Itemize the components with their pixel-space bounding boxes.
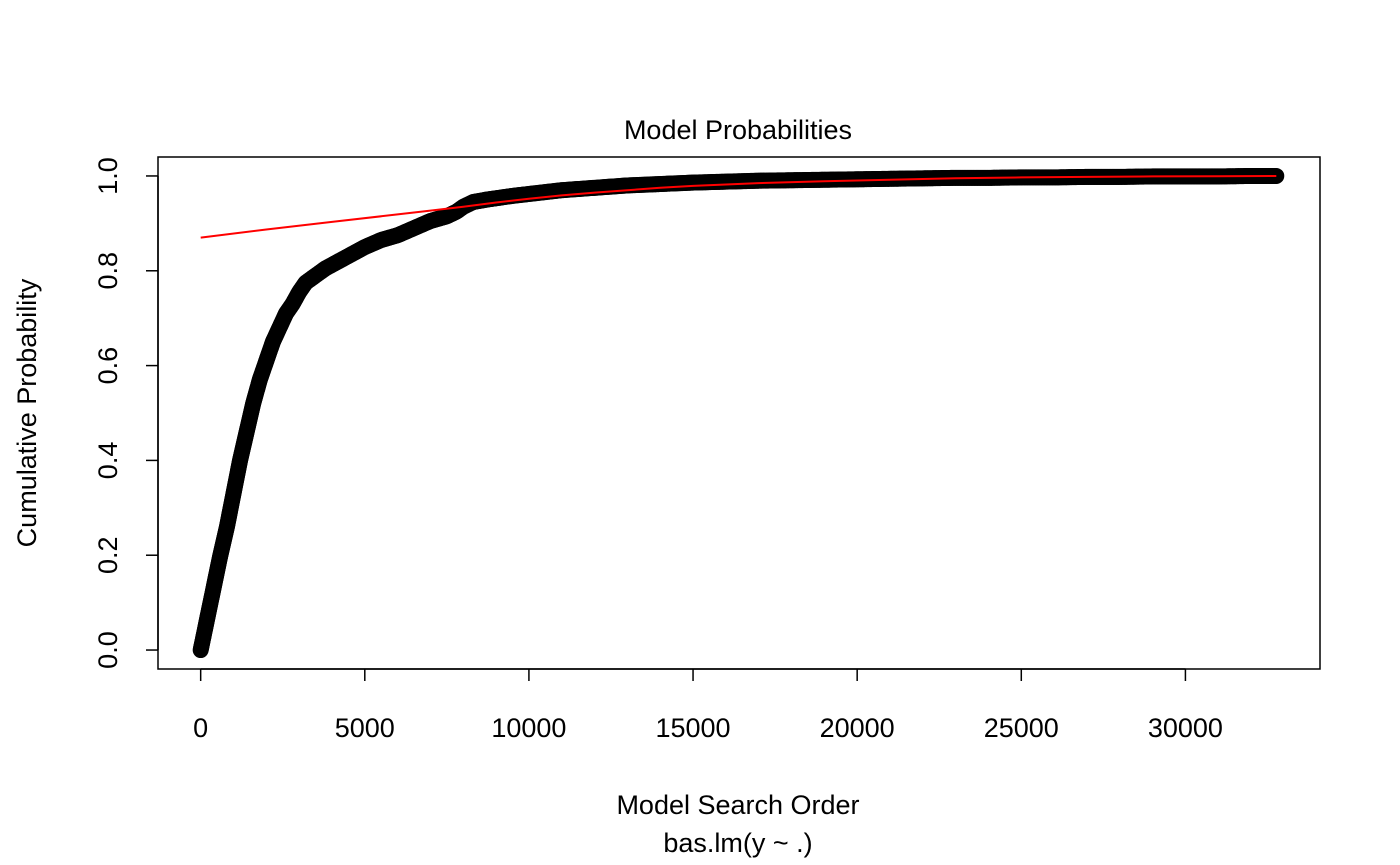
plot-frame <box>157 156 1321 670</box>
x-tick-label: 0 <box>193 713 208 743</box>
y-axis-title: Cumulative Probability <box>12 278 42 547</box>
y-tick-label: 1.0 <box>93 157 123 195</box>
y-axis: 0.0 0.2 0.4 0.6 0.8 1.0 <box>93 157 159 669</box>
x-tick-label: 30000 <box>1148 713 1223 743</box>
chart-title: Model Probabilities <box>624 115 852 145</box>
chart-subtitle: bas.lm(y ~ .) <box>663 828 812 858</box>
x-tick-label: 5000 <box>335 713 395 743</box>
x-tick-label: 15000 <box>655 713 730 743</box>
x-tick-label: 25000 <box>984 713 1059 743</box>
x-axis: 0 5000 10000 15000 20000 25000 30000 <box>193 668 1223 743</box>
y-tick-label: 0.8 <box>93 252 123 290</box>
y-tick-label: 0.4 <box>93 442 123 480</box>
smoothed-fit-line <box>200 175 1277 239</box>
cumulative-probability-points <box>192 167 1285 659</box>
y-tick-label: 0.6 <box>93 347 123 385</box>
x-tick-label: 20000 <box>820 713 895 743</box>
x-axis-title: Model Search Order <box>616 790 859 820</box>
x-tick-label: 10000 <box>491 713 566 743</box>
y-tick-label: 0.2 <box>93 536 123 574</box>
y-tick-label: 0.0 <box>93 631 123 669</box>
